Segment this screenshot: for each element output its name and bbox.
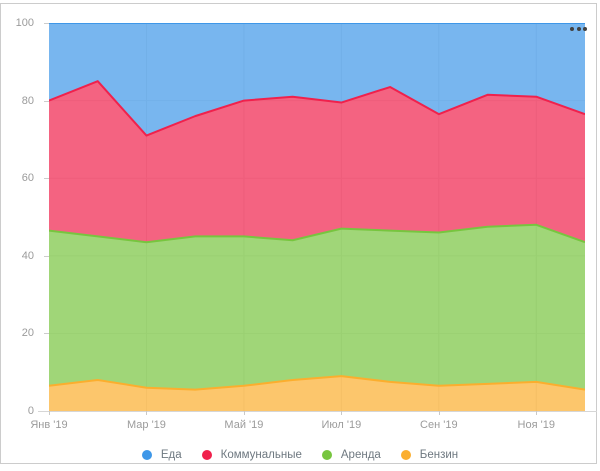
- x-axis-tick: [49, 411, 50, 415]
- stacked-area-plot: [49, 23, 585, 411]
- y-axis-tick: [44, 100, 49, 102]
- y-axis-label: 0: [27, 405, 34, 417]
- ellipsis-icon: [576, 27, 581, 31]
- x-axis-label: Июл '19: [321, 419, 362, 431]
- series-area-arenda[interactable]: [49, 224, 585, 390]
- legend-item-arenda[interactable]: Аренда: [321, 448, 381, 462]
- y-axis-tick: [44, 255, 49, 257]
- y-axis-tick: [44, 23, 49, 24]
- series-area-benzin[interactable]: [49, 376, 585, 411]
- legend-label: Коммунальные: [220, 448, 302, 461]
- legend-label: Бензин: [419, 448, 459, 461]
- y-axis-label: 40: [21, 249, 34, 262]
- y-axis-tick: [44, 333, 49, 335]
- series-line-benzin: [49, 375, 585, 391]
- x-axis-label: Май '19: [224, 419, 264, 431]
- x-axis-label: Сен '19: [420, 419, 458, 431]
- series-line-kommunalnye: [49, 80, 585, 137]
- y-axis-label: 60: [21, 172, 34, 185]
- legend-item-benzin[interactable]: Бензин: [400, 448, 459, 462]
- legend-marker-icon: [321, 449, 332, 460]
- plot-area: [49, 23, 585, 411]
- x-axis-label: Ноя '19: [517, 419, 555, 431]
- ellipsis-icon: [570, 27, 574, 31]
- x-axis-tick: [536, 411, 538, 415]
- x-axis-tick: [341, 411, 343, 415]
- y-axis-label: 80: [21, 94, 34, 107]
- chart-legend: Еда Коммунальные Аренда Бензин: [0, 446, 600, 463]
- y-axis-tick: [44, 178, 49, 180]
- series-area-eda[interactable]: [49, 23, 585, 136]
- y-axis-label: 20: [21, 327, 34, 340]
- chart-menu-button[interactable]: [570, 26, 590, 32]
- x-axis-label: Мар '19: [126, 419, 166, 431]
- x-axis-label: Янв '19: [30, 419, 68, 431]
- legend-label: Аренда: [340, 448, 381, 461]
- ellipsis-icon: [583, 27, 587, 31]
- x-axis-tick: [146, 411, 148, 415]
- x-axis-tick: [243, 411, 245, 415]
- legend-item-kommunalnye[interactable]: Коммунальные: [201, 448, 302, 462]
- legend-marker-icon: [201, 449, 212, 460]
- y-axis-label: 100: [15, 17, 34, 29]
- legend-label: Еда: [160, 448, 182, 461]
- legend-item-eda[interactable]: Еда: [141, 448, 182, 462]
- x-axis-tick: [438, 411, 440, 415]
- legend-marker-icon: [400, 449, 411, 460]
- series-line-arenda: [49, 223, 585, 244]
- x-axis-line: [38, 411, 597, 412]
- legend-marker-icon: [141, 449, 152, 460]
